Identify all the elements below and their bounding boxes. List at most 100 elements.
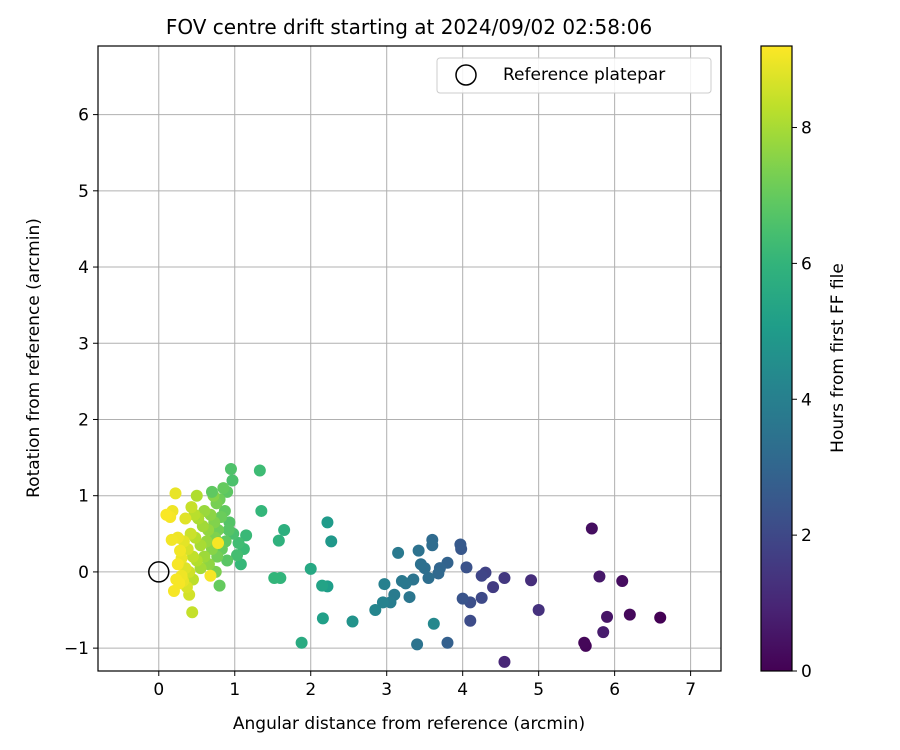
- data-point: [346, 615, 359, 628]
- data-point: [532, 604, 545, 617]
- x-tick-label: 7: [685, 680, 696, 700]
- y-tick-label: 2: [78, 410, 89, 430]
- colorbar: 0 2 4 6 8: [760, 45, 812, 682]
- data-point: [186, 606, 199, 619]
- data-point: [585, 522, 598, 535]
- data-point: [378, 578, 391, 591]
- data-point: [525, 574, 538, 587]
- data-point: [422, 572, 435, 585]
- legend-box: [436, 57, 712, 94]
- data-point: [427, 617, 440, 630]
- data-point: [213, 579, 226, 592]
- data-point: [272, 534, 285, 547]
- x-axis: 0 1 2 3 4 5 6 7: [153, 671, 696, 700]
- data-point: [268, 572, 281, 585]
- y-tick-label: 6: [78, 106, 89, 126]
- colorbar-tick-label: 4: [801, 390, 812, 410]
- data-point: [321, 516, 334, 529]
- data-point: [623, 608, 636, 621]
- data-point: [224, 463, 237, 476]
- data-point: [222, 523, 235, 536]
- data-point: [460, 561, 473, 574]
- data-point: [487, 581, 500, 594]
- data-point: [369, 604, 382, 617]
- data-point: [304, 562, 317, 575]
- y-axis-label: Rotation from reference (arcmin): [24, 218, 44, 498]
- data-point: [498, 655, 511, 668]
- legend-entry-label: Reference platepar: [503, 65, 665, 85]
- data-point: [498, 572, 511, 585]
- data-point: [226, 474, 239, 487]
- data-point: [432, 567, 445, 580]
- legend: Reference platepar: [436, 57, 712, 94]
- data-point: [167, 584, 180, 597]
- colorbar-tick-label: 0: [801, 662, 812, 682]
- data-point: [204, 569, 217, 582]
- y-axis: −1 0 1 2 3 4 5 6: [64, 106, 98, 659]
- data-point: [426, 539, 439, 552]
- data-point: [185, 501, 198, 514]
- data-point: [395, 575, 408, 588]
- data-point: [578, 636, 591, 649]
- data-point: [475, 569, 488, 582]
- data-point: [616, 575, 629, 588]
- data-point: [278, 523, 291, 536]
- data-point: [316, 579, 329, 592]
- data-point: [654, 611, 667, 624]
- data-point: [316, 612, 329, 625]
- data-point: [392, 546, 405, 559]
- data-point: [212, 536, 225, 549]
- data-point: [179, 512, 192, 525]
- data-point: [221, 554, 234, 567]
- data-point: [169, 487, 182, 500]
- x-axis-label: Angular distance from reference (arcmin): [233, 714, 585, 734]
- chart-title: FOV centre drift starting at 2024/09/02 …: [166, 15, 652, 39]
- plot-frame: [97, 45, 722, 672]
- data-point: [253, 464, 266, 477]
- x-tick-label: 0: [153, 680, 164, 700]
- colorbar-gradient: [760, 45, 793, 672]
- colorbar-tick-label: 8: [801, 119, 812, 139]
- data-point: [597, 626, 610, 639]
- data-point: [171, 558, 184, 571]
- data-point: [190, 489, 203, 502]
- data-point: [217, 482, 230, 495]
- data-point: [601, 610, 614, 623]
- data-point: [240, 529, 253, 542]
- colorbar-tick-label: 6: [801, 254, 812, 274]
- legend-marker-open-circle: [455, 64, 477, 86]
- plot-area: [97, 45, 722, 672]
- data-point: [184, 527, 197, 540]
- data-point: [205, 485, 218, 498]
- data-point: [454, 538, 467, 551]
- y-tick-label: 4: [78, 258, 89, 278]
- data-point: [412, 544, 425, 557]
- x-tick-label: 6: [609, 680, 620, 700]
- data-point: [325, 535, 338, 548]
- colorbar-label: Hours from first FF file: [828, 263, 848, 453]
- x-tick-label: 1: [229, 680, 240, 700]
- data-point: [441, 636, 454, 649]
- y-tick-label: −1: [64, 639, 89, 659]
- data-point: [411, 638, 424, 651]
- x-tick-label: 4: [457, 680, 468, 700]
- data-point: [174, 544, 187, 557]
- reference-platepar-marker: [148, 561, 170, 583]
- colorbar-tick-label: 2: [801, 526, 812, 546]
- data-point: [414, 558, 427, 571]
- data-point: [475, 591, 488, 604]
- data-point: [232, 536, 245, 549]
- y-tick-label: 1: [78, 487, 89, 507]
- data-point: [231, 549, 244, 562]
- data-point: [593, 570, 606, 583]
- data-point: [255, 504, 268, 517]
- data-point: [456, 592, 469, 605]
- y-tick-label: 3: [78, 334, 89, 354]
- data-point: [165, 533, 178, 546]
- data-point: [403, 591, 416, 604]
- x-tick-label: 2: [305, 680, 316, 700]
- data-point: [295, 636, 308, 649]
- y-tick-label: 5: [78, 182, 89, 202]
- data-point: [464, 614, 477, 627]
